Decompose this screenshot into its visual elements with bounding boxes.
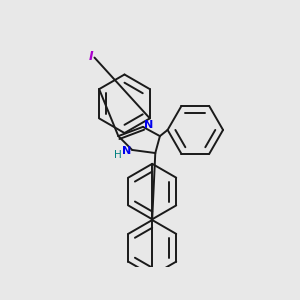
Text: H: H xyxy=(115,150,122,160)
Text: I: I xyxy=(89,50,94,62)
Text: N: N xyxy=(122,146,131,157)
Text: N: N xyxy=(144,120,153,130)
